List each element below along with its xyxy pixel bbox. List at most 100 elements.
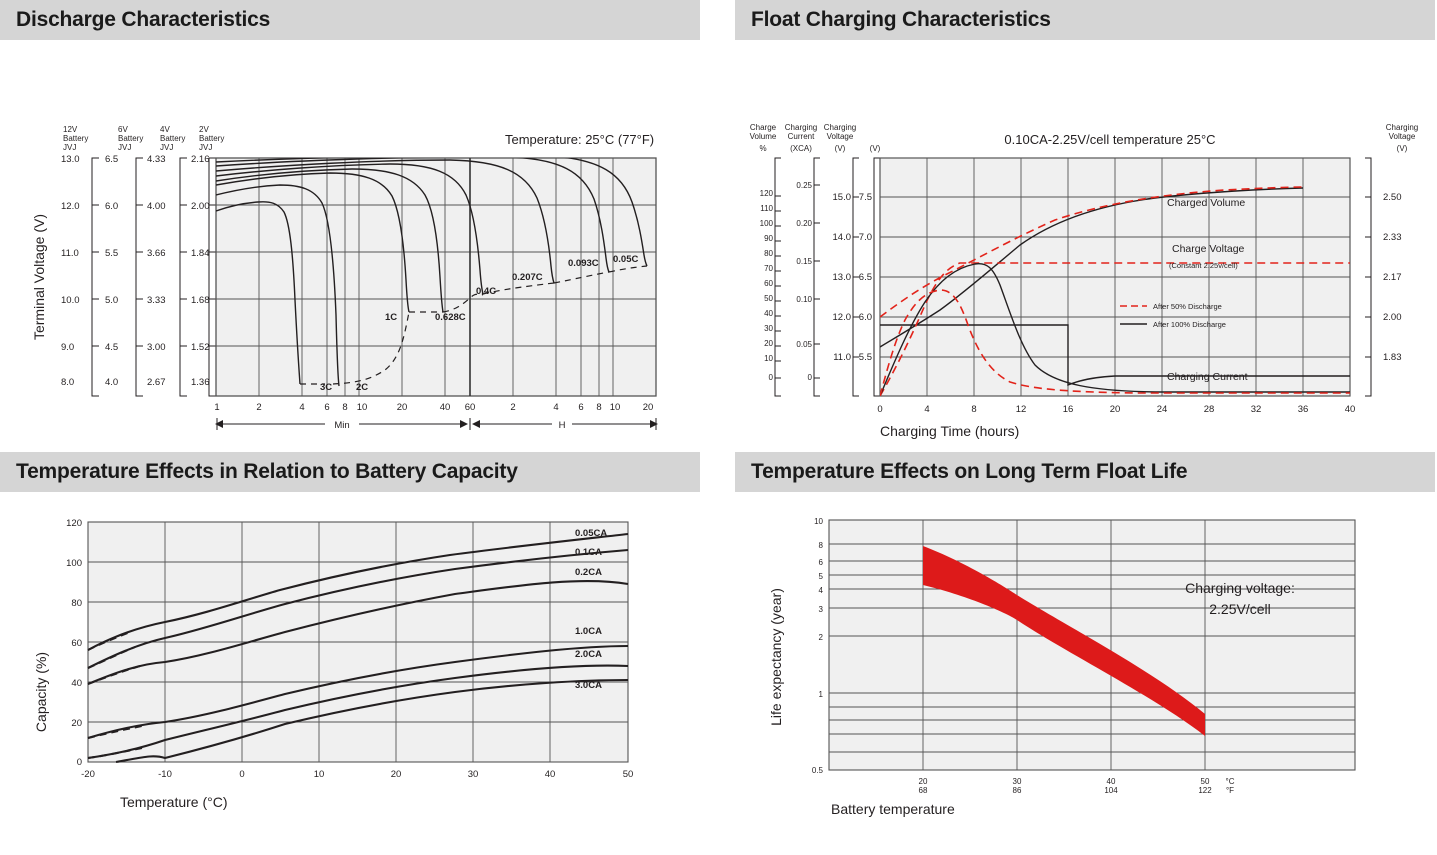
float-x-tick-labels: 0 4 8 12 16 20 24 28 32 36 40 (877, 404, 1355, 415)
curve-1C (216, 172, 410, 313)
discharge-y-axis-headers: 12V Battery JVJ 6V Battery JVJ 4V Batter… (63, 125, 224, 152)
x-unit-hour: H (559, 420, 566, 431)
float-right-tick-labels: 2.50 2.33 2.17 2.00 1.83 (1383, 192, 1402, 363)
discharge-x-axis-title: Discharge Time (217, 437, 314, 440)
curve-charging-current-50 (880, 289, 1350, 396)
discharge-x-span-arrows (215, 418, 658, 430)
f-yr-t2: 2.17 (1383, 272, 1402, 283)
l-y-t5: 3 (819, 605, 824, 614)
discharge-axis-brackets (91, 157, 216, 397)
float-x-axis-title: Charging Time (hours) (880, 423, 1019, 439)
f-y1-t3: 0.10 (796, 295, 812, 304)
y-axis-0-header-line-0: 12V (63, 125, 78, 134)
curve-0.2CA (87, 580, 629, 685)
legend-label-50-discharge: After 50% Discharge (1153, 302, 1222, 311)
y-axis-2-header-line-0: 4V (160, 125, 170, 134)
curve-0.1CA-dashed (87, 646, 136, 669)
y2-tick-4: 3.00 (147, 342, 166, 353)
f-y0-t5: 70 (764, 264, 773, 273)
c-x-t3: 10 (314, 769, 325, 780)
section-float-charging-characteristics: Float Charging Characteristics Charge Vo… (735, 0, 1435, 440)
l-x-unit-c: °C (1226, 777, 1235, 786)
l-y-t0: 10 (814, 517, 823, 526)
l-x-c0: 20 (919, 777, 928, 786)
curve-1.0CA-dashed (87, 725, 143, 739)
f-x-t4: 16 (1063, 404, 1074, 415)
life-gridlines (829, 520, 1355, 770)
f-yr-t3: 2.00 (1383, 312, 1402, 323)
f-y2-header-1: Voltage (827, 132, 854, 141)
curve-0.05CA-dashed (87, 631, 131, 651)
l-x-unit-f: °F (1226, 786, 1234, 795)
rate-label-3C: 3C (320, 382, 332, 393)
x-tick-10: 4 (553, 402, 558, 413)
curve-3.0CA (115, 678, 629, 764)
x-unit-min: Min (334, 420, 349, 431)
l-x-c1: 30 (1013, 777, 1022, 786)
curve-2.0CA (87, 664, 629, 760)
section-title-float: Float Charging Characteristics (751, 8, 1051, 31)
f-y0-t7: 50 (764, 294, 773, 303)
f-y0-t3: 90 (764, 234, 773, 243)
y-axis-1-header-line-1: Battery (118, 134, 143, 143)
y-axis-3-header-line-1: Battery (199, 134, 224, 143)
f-y0-t11: 10 (764, 354, 773, 363)
discharge-y-tick-labels: 13.0 12.0 11.0 10.0 9.0 8.0 6.5 6.0 5.5 … (61, 154, 210, 388)
f-y3-t3: 6.0 (859, 312, 872, 323)
f-yr-t1: 2.33 (1383, 232, 1402, 243)
curve-0.2CA-dashed (87, 665, 141, 685)
float-condition-note: 0.10CA-2.25V/cell temperature 25°C (1004, 132, 1215, 147)
section-header-float: Float Charging Characteristics (735, 0, 1435, 40)
f-x-t2: 8 (971, 404, 976, 415)
rate-label-0.207C: 0.207C (512, 272, 543, 283)
section-discharge-characteristics: Discharge Characteristics 12V Battery JV… (0, 0, 700, 440)
y0-tick-2: 11.0 (61, 248, 79, 259)
curve-0.093C (216, 158, 610, 273)
rate-label-0.628C: 0.628C (435, 312, 466, 323)
curve-2C (216, 184, 340, 387)
y-axis-3-header-line-0: 2V (199, 125, 209, 134)
c-x-t6: 40 (545, 769, 556, 780)
y-axis-0-header-line-2: JVJ (63, 143, 76, 152)
discharge-chart-svg: 12V Battery JVJ 6V Battery JVJ 4V Batter… (31, 125, 658, 440)
y0-tick-4: 9.0 (61, 342, 74, 353)
x-tick-9: 2 (510, 402, 515, 413)
float-y3-tick-labels: 7.5 7.0 6.5 6.0 5.5 (859, 192, 872, 363)
x-tick-2: 4 (299, 402, 304, 413)
capacity-y-tick-labels: 120 100 80 60 40 20 0 (66, 518, 82, 768)
l-y-t8: 0.5 (812, 766, 824, 775)
discharge-rate-labels: 3C 2C 1C 0.628C 0.4C 0.207C 0.093C 0.05C (320, 254, 638, 393)
capacity-x-tick-labels: -20 -10 0 10 20 30 40 50 (81, 769, 633, 780)
f-y1-header-1: Current (788, 132, 815, 141)
y3-tick-0: 2.16 (191, 154, 210, 165)
life-expectancy-band (923, 546, 1205, 736)
c-y-t4: 80 (71, 598, 82, 609)
y3-tick-3: 1.68 (191, 295, 210, 306)
y1-tick-3: 5.0 (105, 295, 118, 306)
l-y-t3: 5 (819, 572, 824, 581)
l-y-t7: 1 (819, 690, 824, 699)
y2-tick-3: 3.33 (147, 295, 166, 306)
x-tick-14: 20 (643, 402, 654, 413)
f-x-t6: 24 (1157, 404, 1168, 415)
f-y3-t2: 6.5 (859, 272, 872, 283)
curve-3C (216, 201, 301, 385)
f-y1-t5: 0 (808, 373, 813, 382)
y-axis-1-header-line-2: JVJ (118, 143, 131, 152)
f-y0-t2: 100 (760, 219, 774, 228)
f-x-t3: 12 (1016, 404, 1027, 415)
curve-charge-voltage-100 (880, 324, 1350, 387)
annotation-charged-volume: Charged Volume (1167, 197, 1245, 209)
x-tick-12: 8 (596, 402, 601, 413)
x-tick-4: 8 (342, 402, 347, 413)
curve-charged-volume-50 (880, 186, 1304, 318)
f-y0-t9: 30 (764, 324, 773, 333)
section-title-capacity: Temperature Effects in Relation to Batte… (16, 460, 518, 483)
cap-label-0.05CA: 0.05CA (575, 528, 607, 539)
legend-label-100-discharge: After 100% Discharge (1153, 320, 1226, 329)
annotation-charging-current: Charging Current (1167, 371, 1248, 383)
f-y0-unit: % (759, 144, 766, 153)
x-tick-11: 6 (578, 402, 583, 413)
f-yr-header-1: Voltage (1389, 132, 1416, 141)
l-x-c2: 40 (1107, 777, 1116, 786)
